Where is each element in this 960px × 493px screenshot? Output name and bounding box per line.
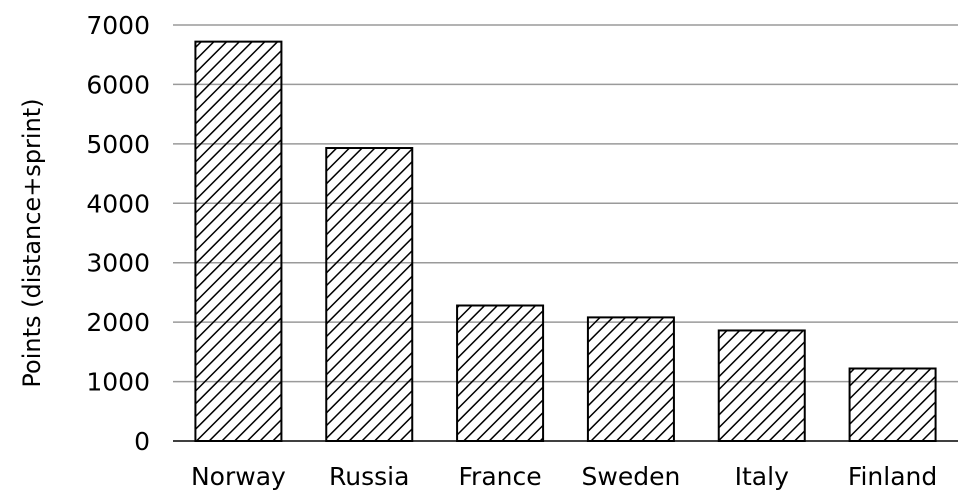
bar-france xyxy=(456,304,545,443)
y-tick-label: 6000 xyxy=(86,70,150,99)
x-tick-label-italy: Italy xyxy=(735,462,789,491)
x-tick-label-finland: Finland xyxy=(848,462,937,491)
y-tick-labels: 0 1000 2000 3000 4000 5000 6000 7000 xyxy=(86,11,150,456)
x-tick-label-france: France xyxy=(459,462,542,491)
x-tick-labels: Norway Russia France Sweden Italy Finland xyxy=(191,462,937,491)
x-tick-label-russia: Russia xyxy=(329,462,409,491)
bar-sweden xyxy=(586,316,675,443)
bar-italy xyxy=(717,329,806,442)
y-tick-label: 7000 xyxy=(86,11,150,40)
x-tick-label-sweden: Sweden xyxy=(582,462,681,491)
bar-norway xyxy=(194,40,283,442)
y-tick-label: 3000 xyxy=(86,249,150,278)
bar-finland xyxy=(848,367,937,442)
y-axis-title: Points (distance+sprint) xyxy=(18,98,46,387)
y-tick-label: 1000 xyxy=(86,368,150,397)
y-tick-label: 4000 xyxy=(86,189,150,218)
y-tick-label: 5000 xyxy=(86,130,150,159)
bar-russia xyxy=(325,147,414,442)
y-tick-label: 0 xyxy=(134,427,150,456)
x-tick-label-norway: Norway xyxy=(191,462,286,491)
gridlines xyxy=(173,24,958,383)
y-tick-label: 2000 xyxy=(86,308,150,337)
